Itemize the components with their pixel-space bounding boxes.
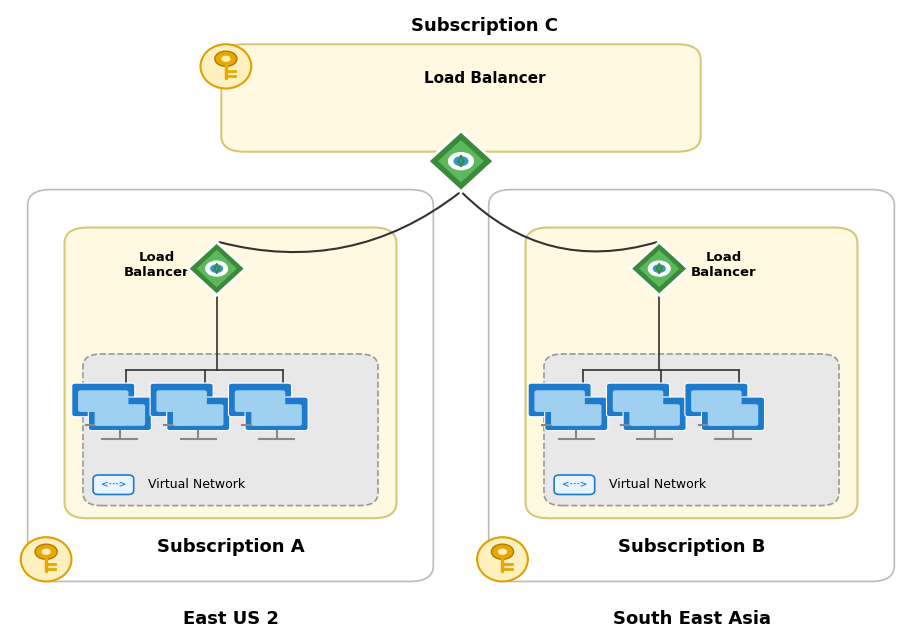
FancyBboxPatch shape bbox=[65, 228, 396, 518]
Circle shape bbox=[449, 153, 473, 169]
FancyBboxPatch shape bbox=[535, 391, 585, 412]
FancyBboxPatch shape bbox=[685, 383, 748, 416]
Polygon shape bbox=[639, 250, 680, 287]
Circle shape bbox=[215, 51, 237, 66]
Text: Load Balancer: Load Balancer bbox=[424, 71, 546, 86]
FancyBboxPatch shape bbox=[708, 404, 758, 426]
Circle shape bbox=[453, 155, 469, 167]
FancyBboxPatch shape bbox=[489, 190, 894, 581]
Ellipse shape bbox=[21, 537, 72, 581]
Ellipse shape bbox=[201, 44, 251, 88]
FancyBboxPatch shape bbox=[245, 397, 308, 430]
FancyBboxPatch shape bbox=[252, 404, 301, 426]
FancyBboxPatch shape bbox=[526, 228, 857, 518]
FancyBboxPatch shape bbox=[95, 404, 145, 426]
FancyBboxPatch shape bbox=[229, 383, 291, 416]
Circle shape bbox=[491, 544, 514, 559]
FancyBboxPatch shape bbox=[93, 475, 134, 494]
FancyBboxPatch shape bbox=[623, 397, 686, 430]
Text: Virtual Network: Virtual Network bbox=[609, 478, 706, 491]
Text: Virtual Network: Virtual Network bbox=[148, 478, 245, 491]
Text: Load
Balancer: Load Balancer bbox=[124, 252, 190, 279]
FancyBboxPatch shape bbox=[551, 404, 601, 426]
Circle shape bbox=[648, 261, 670, 276]
FancyBboxPatch shape bbox=[692, 391, 741, 412]
FancyBboxPatch shape bbox=[528, 383, 591, 416]
Polygon shape bbox=[428, 131, 494, 191]
Circle shape bbox=[652, 264, 667, 274]
Text: Subscription B: Subscription B bbox=[618, 538, 765, 556]
FancyBboxPatch shape bbox=[72, 383, 135, 416]
Text: Subscription A: Subscription A bbox=[157, 538, 304, 556]
FancyBboxPatch shape bbox=[544, 354, 839, 506]
FancyBboxPatch shape bbox=[702, 397, 764, 430]
FancyBboxPatch shape bbox=[89, 397, 151, 430]
FancyBboxPatch shape bbox=[235, 391, 285, 412]
FancyBboxPatch shape bbox=[545, 397, 608, 430]
Polygon shape bbox=[631, 242, 688, 295]
FancyBboxPatch shape bbox=[554, 475, 595, 494]
Ellipse shape bbox=[478, 537, 527, 581]
FancyBboxPatch shape bbox=[157, 391, 207, 412]
Polygon shape bbox=[196, 250, 237, 287]
FancyBboxPatch shape bbox=[173, 404, 223, 426]
FancyBboxPatch shape bbox=[150, 383, 213, 416]
FancyBboxPatch shape bbox=[167, 397, 230, 430]
Circle shape bbox=[35, 544, 57, 559]
Text: Load
Balancer: Load Balancer bbox=[691, 252, 757, 279]
Polygon shape bbox=[438, 140, 484, 183]
Text: South East Asia: South East Asia bbox=[612, 610, 771, 628]
Text: <···>: <···> bbox=[100, 480, 126, 489]
Circle shape bbox=[206, 261, 228, 276]
Circle shape bbox=[209, 264, 224, 274]
Text: <···>: <···> bbox=[561, 480, 587, 489]
Text: East US 2: East US 2 bbox=[183, 610, 278, 628]
FancyBboxPatch shape bbox=[28, 190, 433, 581]
FancyBboxPatch shape bbox=[78, 391, 128, 412]
Text: Subscription C: Subscription C bbox=[411, 17, 559, 35]
Circle shape bbox=[498, 549, 507, 555]
FancyBboxPatch shape bbox=[221, 44, 701, 152]
Polygon shape bbox=[188, 242, 245, 295]
FancyBboxPatch shape bbox=[83, 354, 378, 506]
FancyBboxPatch shape bbox=[607, 383, 669, 416]
FancyBboxPatch shape bbox=[630, 404, 680, 426]
Circle shape bbox=[221, 56, 230, 62]
FancyBboxPatch shape bbox=[613, 391, 663, 412]
Circle shape bbox=[41, 549, 51, 555]
